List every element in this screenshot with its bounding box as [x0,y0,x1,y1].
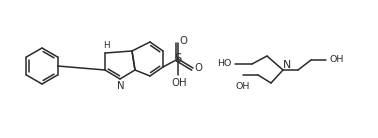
Text: N: N [117,81,125,91]
Text: HO: HO [217,59,231,67]
Text: H: H [103,42,109,51]
Text: OH: OH [330,55,344,63]
Text: OH: OH [236,82,250,91]
Text: O: O [194,63,202,73]
Text: O: O [179,36,187,46]
Text: N: N [283,60,291,70]
Text: OH: OH [171,78,187,88]
Text: S: S [174,52,181,66]
